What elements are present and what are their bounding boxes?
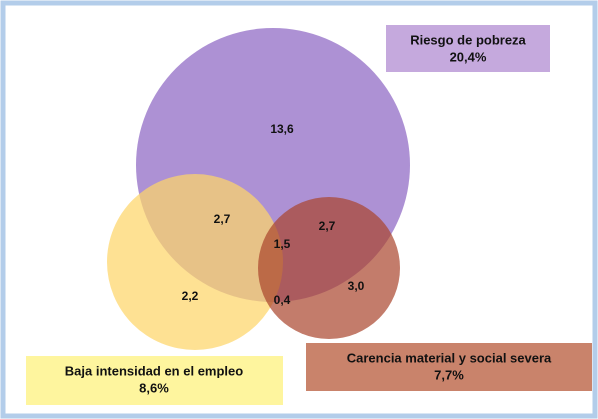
- label-box: [386, 25, 550, 72]
- set-label: Baja intensidad en el empleo: [65, 363, 243, 378]
- region-value: 2,2: [182, 289, 199, 303]
- label-box: [26, 356, 283, 405]
- deprivation-circle: [258, 197, 400, 339]
- region-value: 1,5: [274, 237, 291, 251]
- set-total: 8,6%: [139, 380, 169, 395]
- region-value: 0,4: [274, 293, 291, 307]
- set-label: Riesgo de pobreza: [410, 32, 526, 47]
- region-value: 13,6: [270, 122, 294, 136]
- region-value: 2,7: [319, 219, 336, 233]
- set-total: 7,7%: [434, 367, 464, 382]
- label-box: [306, 343, 592, 391]
- set-total: 20,4%: [450, 49, 487, 64]
- region-value: 3,0: [348, 279, 365, 293]
- set-label: Carencia material y social severa: [347, 350, 552, 365]
- region-value: 2,7: [214, 212, 231, 226]
- employment-circle: [107, 174, 283, 350]
